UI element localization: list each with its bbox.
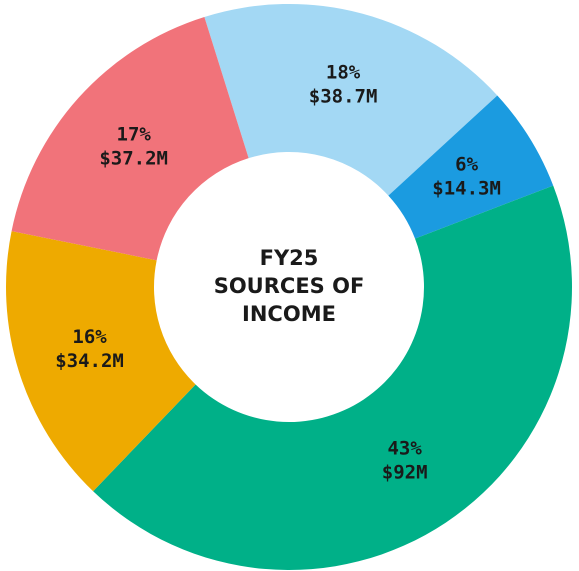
segment-percent: 18% [326, 62, 361, 84]
donut-segment [204, 3, 498, 196]
segment-amount: $38.7M [309, 86, 378, 108]
chart-title: SOURCES OF [214, 274, 365, 298]
donut-segment [11, 16, 249, 261]
chart-title: FY25 [260, 246, 319, 270]
donut-segment [93, 185, 573, 571]
segment-percent: 6% [455, 153, 478, 175]
segment-percent: 16% [72, 326, 107, 348]
segment-percent: 17% [117, 124, 152, 146]
donut-segment [6, 231, 196, 492]
donut-segment [388, 95, 554, 239]
chart-title: INCOME [242, 302, 336, 326]
segment-amount: $34.2M [55, 350, 124, 372]
segment-amount: $92M [382, 462, 428, 484]
segment-amount: $37.2M [99, 148, 168, 170]
segment-amount: $14.3M [432, 177, 501, 199]
segment-percent: 43% [387, 438, 422, 460]
